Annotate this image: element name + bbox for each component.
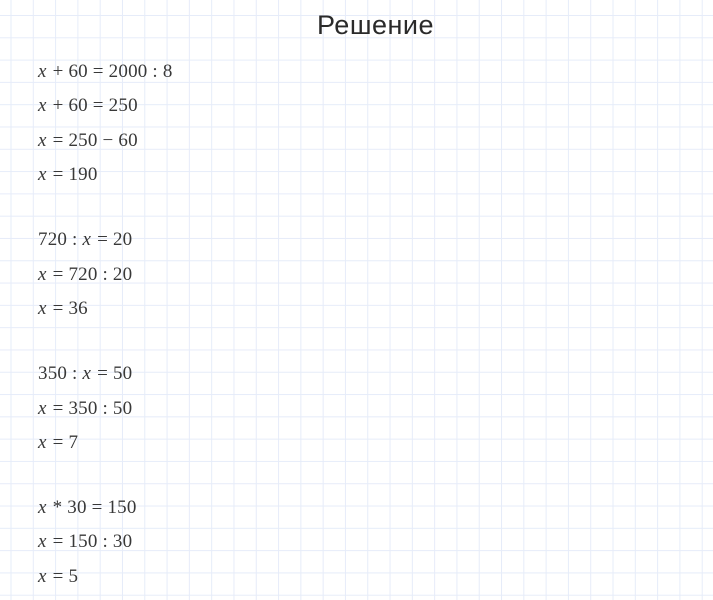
equation-line: x = 7 xyxy=(38,431,79,453)
equation-line: x + 60 = 2000 : 8 xyxy=(38,61,173,83)
equation-line: x * 30 = 150 xyxy=(38,497,137,519)
equation-line: x = 350 : 50 xyxy=(38,397,133,419)
equation-block-1: x + 60 = 2000 : 8 x + 60 = 250 x = 250 −… xyxy=(38,55,173,192)
equation-block-3: 350 : x = 50 x = 350 : 50 x = 7 xyxy=(38,357,173,460)
equation-line: x = 720 : 20 xyxy=(38,263,133,285)
equations-area: x + 60 = 2000 : 8 x + 60 = 250 x = 250 −… xyxy=(38,55,173,594)
equation-line: 720 : x = 20 xyxy=(38,229,133,251)
equation-line: x + 60 = 250 xyxy=(38,95,138,117)
equation-block-4: x * 30 = 150 x = 150 : 30 x = 5 xyxy=(38,491,173,594)
equation-line: 350 : x = 50 xyxy=(38,363,133,385)
page-title: Решение xyxy=(316,10,435,40)
equation-line: x = 5 xyxy=(38,565,79,587)
equation-block-2: 720 : x = 20 x = 720 : 20 x = 36 xyxy=(38,223,173,326)
equation-line: x = 36 xyxy=(38,297,88,319)
equation-line: x = 190 xyxy=(38,164,98,186)
equation-line: x = 150 : 30 xyxy=(38,531,133,553)
equation-line: x = 250 − 60 xyxy=(38,129,138,151)
